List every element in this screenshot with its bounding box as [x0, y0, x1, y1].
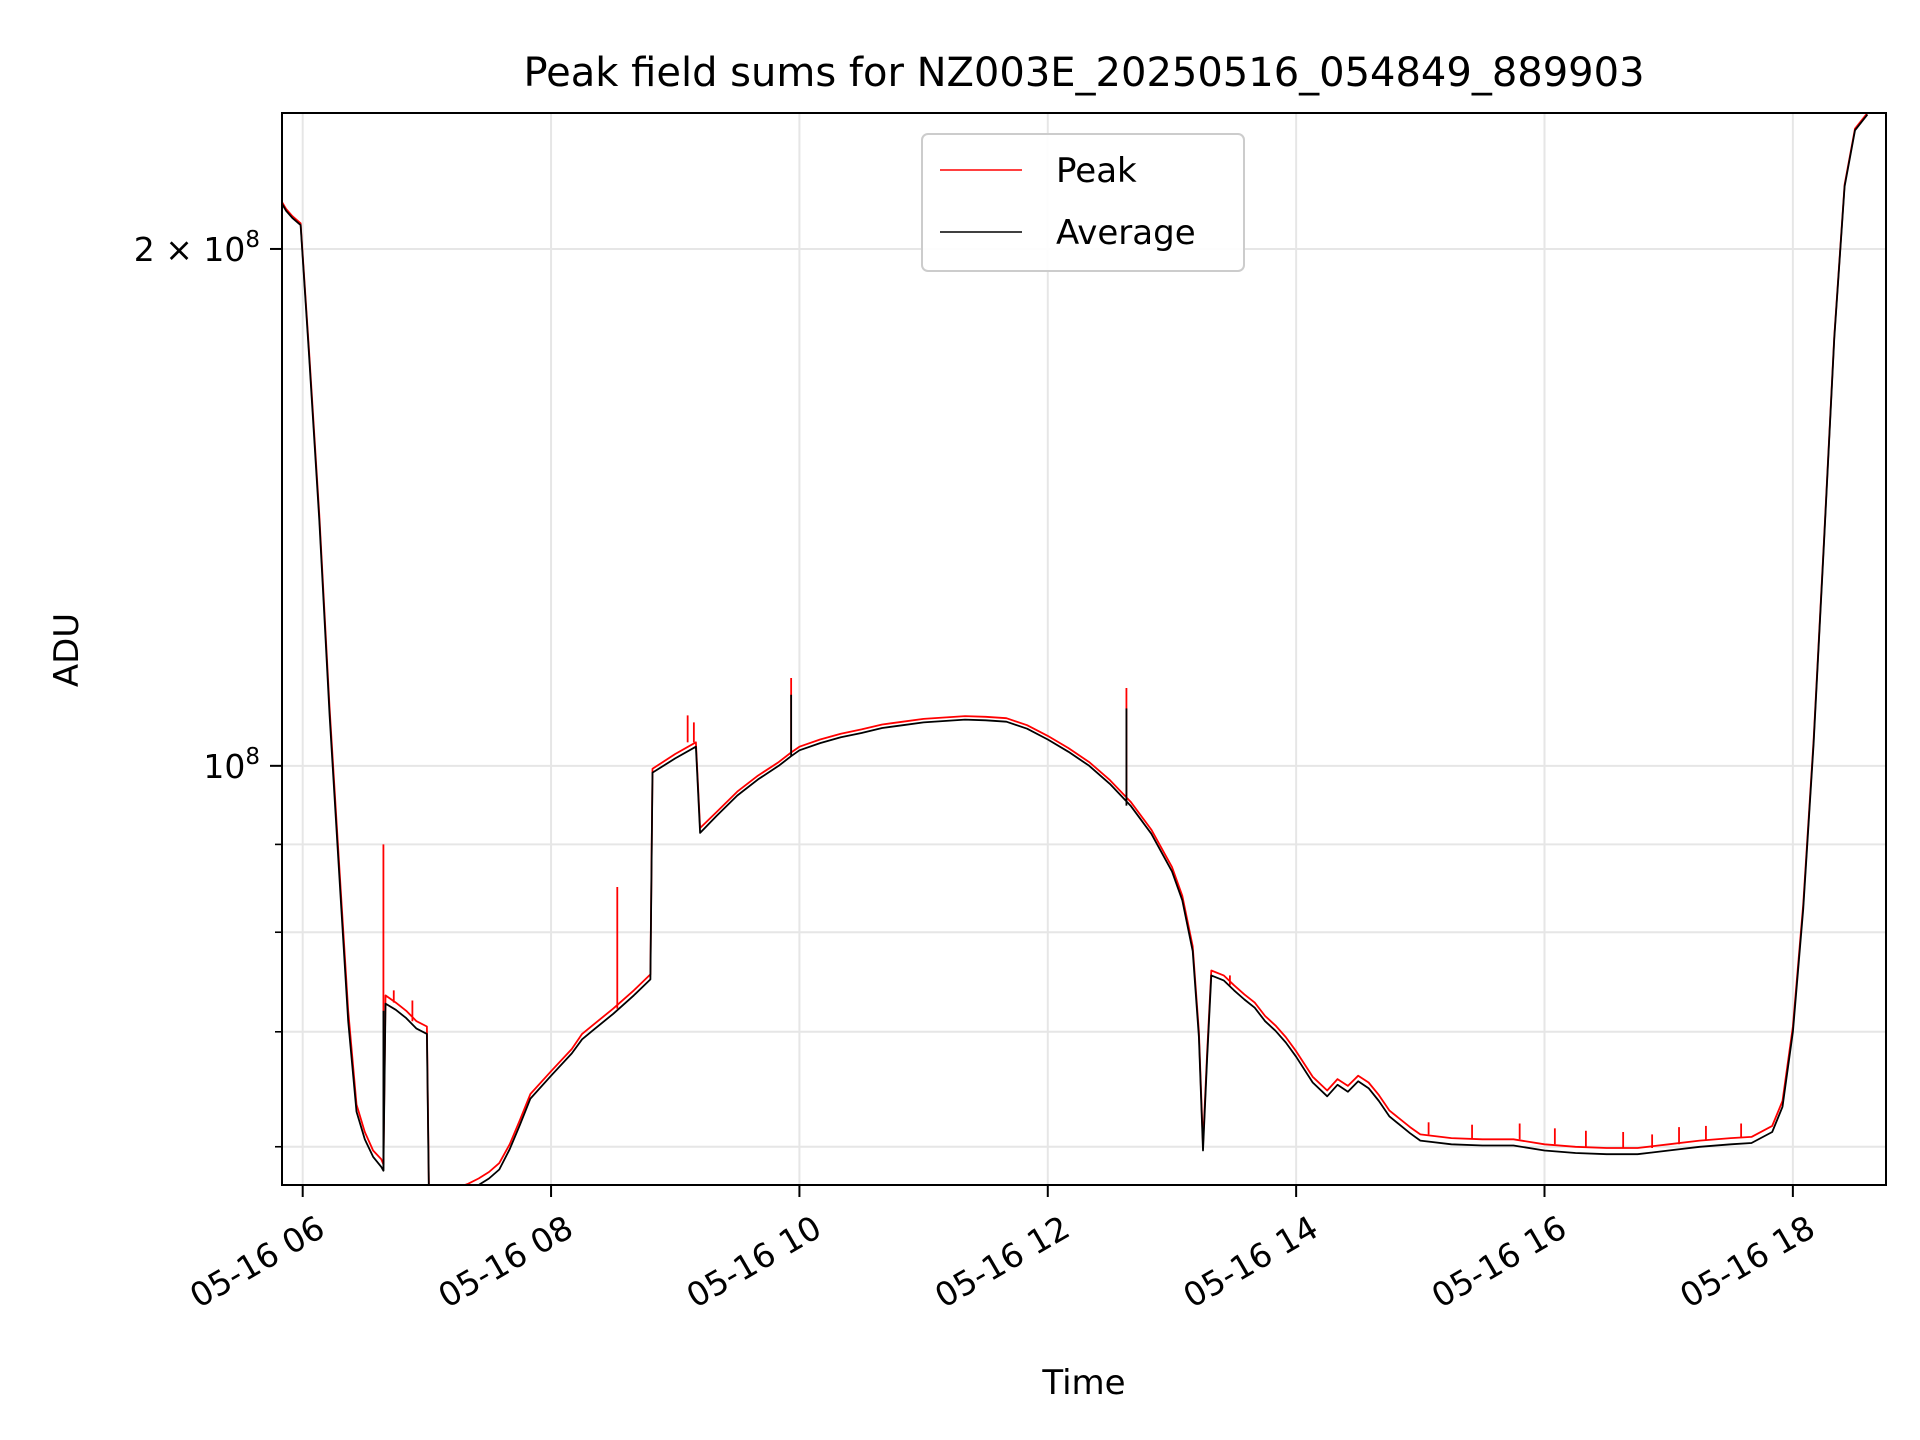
- y-axis-label: ADU: [47, 613, 87, 687]
- grid: [282, 113, 1886, 1185]
- y-tick-label: 108: [203, 744, 260, 786]
- y-tick-label: 2 × 108: [134, 227, 260, 269]
- x-axis-label: Time: [1041, 1363, 1125, 1403]
- legend: Peak Average: [921, 133, 1245, 272]
- legend-box: [921, 133, 1245, 272]
- series-layer: [282, 113, 1869, 1185]
- legend-average-label: Average: [1056, 213, 1196, 253]
- legend-peak-label: Peak: [1056, 151, 1137, 191]
- series-line-average: [282, 114, 1869, 1185]
- y-axis-ticks: 108 2 × 108: [134, 227, 282, 1148]
- chart-title: Peak field sums for NZ003E_20250516_0548…: [523, 50, 1644, 96]
- plot-frame: [281, 112, 1887, 1186]
